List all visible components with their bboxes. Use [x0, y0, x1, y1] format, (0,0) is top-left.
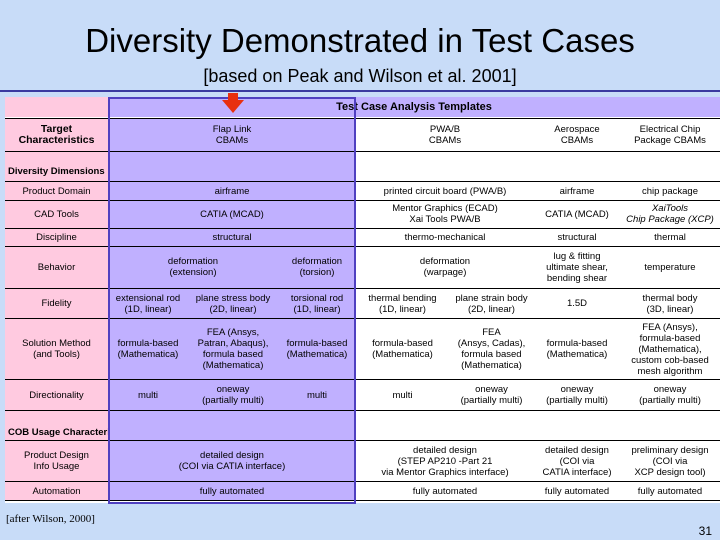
header-pink-spacer [5, 97, 108, 117]
cob-pink-spacer [5, 411, 108, 440]
flap-link-header: Flap Link CBAMs [108, 119, 356, 151]
flap-fidelity-plane-stress: plane stress body (2D, linear) [188, 289, 278, 318]
flap-direction-plane-stress: oneway (partially multi) [188, 380, 278, 410]
grid-line [5, 318, 720, 319]
flap-solution-formula-torsion: formula-based (Mathematica) [278, 319, 356, 379]
grid-line [5, 151, 720, 152]
diversity-dimensions-label: Diversity Dimensions [8, 165, 105, 177]
pwab-discipline: thermo-mechanical [404, 232, 486, 243]
grid-line [5, 118, 720, 119]
diversity-target-spacer [108, 152, 356, 182]
chip-fidelity: thermal body (3D, linear) [642, 292, 698, 315]
chip-direction: oneway (partially multi) [639, 384, 701, 406]
grid-line [5, 481, 720, 482]
flap-direction-torsion: multi [278, 380, 356, 410]
pwab-fidelity-thermal-bending: thermal bending (1D, linear) [368, 292, 437, 315]
pwab-direction-bending: multi [392, 389, 413, 401]
chip-behavior: temperature [644, 261, 696, 273]
pwab-automation: fully automated [412, 485, 478, 497]
flap-solution-fea: FEA (Ansys, Patran, Abaqus), formula bas… [188, 319, 278, 379]
flap-direction-extension: multi [108, 380, 188, 410]
chip-cad-tools: XaiTools Chip Package (XCP) [626, 203, 714, 225]
flap-behavior-torsion: deformation (torsion) [278, 246, 356, 288]
flap-solution-formula: formula-based (Mathematica) [108, 319, 188, 379]
aero-direction: oneway (partially multi) [546, 384, 608, 406]
flap-product-design: detailed design (COI via CATIA interface… [108, 441, 356, 481]
chip-product-domain: chip package [642, 185, 698, 197]
flap-behavior-extension: deformation (extension) [108, 246, 278, 288]
row-label-discipline: Discipline [5, 229, 108, 246]
aero-cad-tools: CATIA (MCAD) [545, 208, 609, 220]
flap-fidelity-extensional: extensional rod (1D, linear) [108, 289, 188, 318]
target-characteristics-header: Target Characteristics [5, 119, 108, 151]
chip-solution: FEA (Ansys), formula-based (Mathematica)… [631, 321, 709, 377]
diversity-pink-spacer [5, 152, 108, 182]
slide-title: Diversity Demonstrated in Test Cases [85, 22, 635, 59]
flap-discipline: structural [108, 229, 356, 246]
page-number: 31 [698, 524, 712, 538]
pwab-header: PWA/B CBAMs [428, 124, 462, 146]
flap-fidelity-torsional: torsional rod (1D, linear) [278, 289, 356, 318]
templates-header: Test Case Analysis Templates [108, 97, 720, 117]
row-label-product-design: Product Design Info Usage [5, 441, 108, 481]
chip-discipline: thermal [654, 232, 686, 243]
aero-product-design: detailed design (COI via CATIA interface… [542, 444, 612, 478]
row-label-behavior: Behavior [5, 246, 108, 288]
aero-automation: fully automated [544, 485, 610, 497]
grid-line [5, 440, 720, 441]
chip-automation: fully automated [637, 485, 703, 497]
row-label-solution-method: Solution Method (and Tools) [5, 319, 108, 379]
aero-discipline: structural [557, 232, 597, 243]
row-label-product-domain: Product Domain [5, 182, 108, 200]
row-label-directionality: Directionality [5, 380, 108, 410]
grid-line [5, 228, 720, 229]
row-label-cad-tools: CAD Tools [5, 200, 108, 228]
aero-fidelity: 1.5D [566, 298, 588, 309]
pointer-arrow-stem [228, 93, 238, 101]
grid-line [5, 379, 720, 380]
grid-line [5, 200, 720, 201]
grid-line [5, 500, 720, 501]
row-label-fidelity: Fidelity [5, 289, 108, 318]
aerospace-header: Aerospace CBAMs [554, 124, 600, 146]
flap-automation: fully automated [108, 482, 356, 500]
pwab-solution-fea: FEA (Ansys, Cadas), formula based (Mathe… [457, 327, 526, 371]
row-label-automation: Automation [5, 482, 108, 500]
grid-line [5, 246, 720, 247]
aero-behavior: lug & fitting ultimate shear, bending sh… [546, 250, 608, 284]
chip-package-header: Electrical Chip Package CBAMs [634, 124, 706, 146]
pwab-direction-plane-strain: oneway (partially multi) [460, 384, 523, 406]
grid-line [5, 181, 720, 182]
cob-target-spacer [108, 411, 356, 440]
pwab-product-domain: printed circuit board (PWA/B) [383, 185, 507, 197]
pwab-behavior: deformation (warpage) [419, 256, 471, 278]
title-divider [0, 90, 720, 92]
aero-solution: formula-based (Mathematica) [546, 338, 608, 360]
grid-line [5, 288, 720, 289]
chip-product-design: preliminary design (COI via XCP design t… [631, 444, 709, 478]
source-note: [after Wilson, 2000] [6, 513, 95, 525]
pwab-fidelity-plane-strain: plane strain body (2D, linear) [455, 292, 528, 315]
flap-product-domain: airframe [108, 182, 356, 200]
aero-product-domain: airframe [559, 185, 595, 197]
slide-subtitle: [based on Peak and Wilson et al. 2001] [203, 66, 517, 86]
pwab-cad-tools: Mentor Graphics (ECAD) Xai Tools PWA/B [392, 203, 498, 225]
cob-usage-label: COB Usage Characteristics [8, 426, 132, 438]
pwab-product-design: detailed design (STEP AP210 -Part 21 via… [381, 444, 509, 478]
down-arrow-icon [222, 100, 244, 113]
flap-cad-tools: CATIA (MCAD) [108, 200, 356, 228]
pwab-solution-formula: formula-based (Mathematica) [372, 338, 433, 360]
grid-line [5, 410, 720, 411]
